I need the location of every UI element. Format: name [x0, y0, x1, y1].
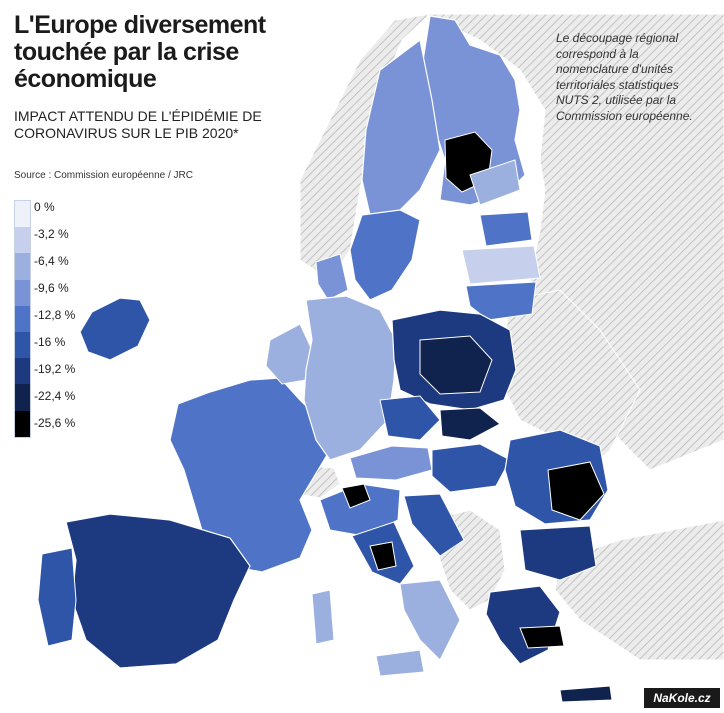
region-sweden-south: [349, 209, 421, 301]
map-source: Source : Commission européenne / JRC: [14, 170, 193, 181]
legend-label-4: -12,8 %: [34, 308, 76, 322]
region-ireland: [79, 297, 151, 361]
legend-label-6: -19,2 %: [34, 362, 76, 376]
region-sardinia: [311, 589, 335, 645]
region-sicily: [375, 649, 425, 677]
region-lithuania: [465, 281, 537, 321]
legend-swatch-3: [15, 279, 30, 306]
watermark-logo: NaKole.cz: [644, 688, 720, 708]
region-italy-marche: [369, 541, 397, 571]
legend-label-0: 0 %: [34, 200, 55, 214]
legend-label-2: -6,4 %: [34, 254, 69, 268]
region-sweden-north: [361, 38, 441, 216]
nuts-note: Le découpage régional correspond à la no…: [556, 31, 693, 123]
legend-swatch-0: [15, 201, 30, 228]
region-portugal: [37, 547, 77, 647]
legend-swatch-2: [15, 253, 30, 280]
region-greece-aegean: [519, 625, 565, 649]
region-estonia: [479, 211, 533, 247]
region-crete: [559, 685, 613, 703]
region-austria: [349, 445, 433, 481]
map-title: L'Europe diversement touchée par la cris…: [14, 11, 266, 93]
legend-label-7: -22,4 %: [34, 389, 76, 403]
map-subtitle: IMPACT ATTENDU DE L'ÉPIDÉMIE DE CORONAVI…: [14, 108, 262, 141]
legend-label-1: -3,2 %: [34, 227, 69, 241]
legend-swatch-7: [15, 384, 30, 411]
region-croatia: [403, 493, 465, 557]
region-poland-central: [419, 335, 493, 395]
legend-label-8: -25,6 %: [34, 416, 76, 430]
region-latvia: [461, 245, 541, 285]
region-hungary: [431, 443, 511, 493]
region-bulgaria: [519, 525, 597, 581]
region-germany: [303, 295, 397, 461]
region-italy-lombardy: [341, 483, 371, 509]
region-italy-north: [319, 483, 401, 537]
legend-swatch-1: [15, 227, 30, 254]
region-france: [169, 377, 331, 573]
region-slovakia: [439, 407, 501, 441]
legend-swatch-5: [15, 331, 30, 359]
legend-swatch-8: [15, 410, 30, 437]
region-romania-east: [547, 461, 605, 521]
legend-label-3: -9,6 %: [34, 281, 69, 295]
region-finland-south: [469, 159, 521, 206]
legend-color-scale: [14, 200, 31, 438]
region-czechia: [379, 395, 441, 441]
legend-label-5: -16 %: [34, 335, 66, 349]
region-greece: [485, 585, 561, 665]
region-italy-south: [399, 579, 461, 661]
legend-swatch-6: [15, 358, 30, 385]
russia-hatched: [424, 13, 724, 471]
region-denmark: [315, 253, 349, 301]
legend-swatch-4: [15, 305, 30, 332]
region-spain: [65, 513, 251, 669]
turkey-hatched: [554, 519, 724, 661]
